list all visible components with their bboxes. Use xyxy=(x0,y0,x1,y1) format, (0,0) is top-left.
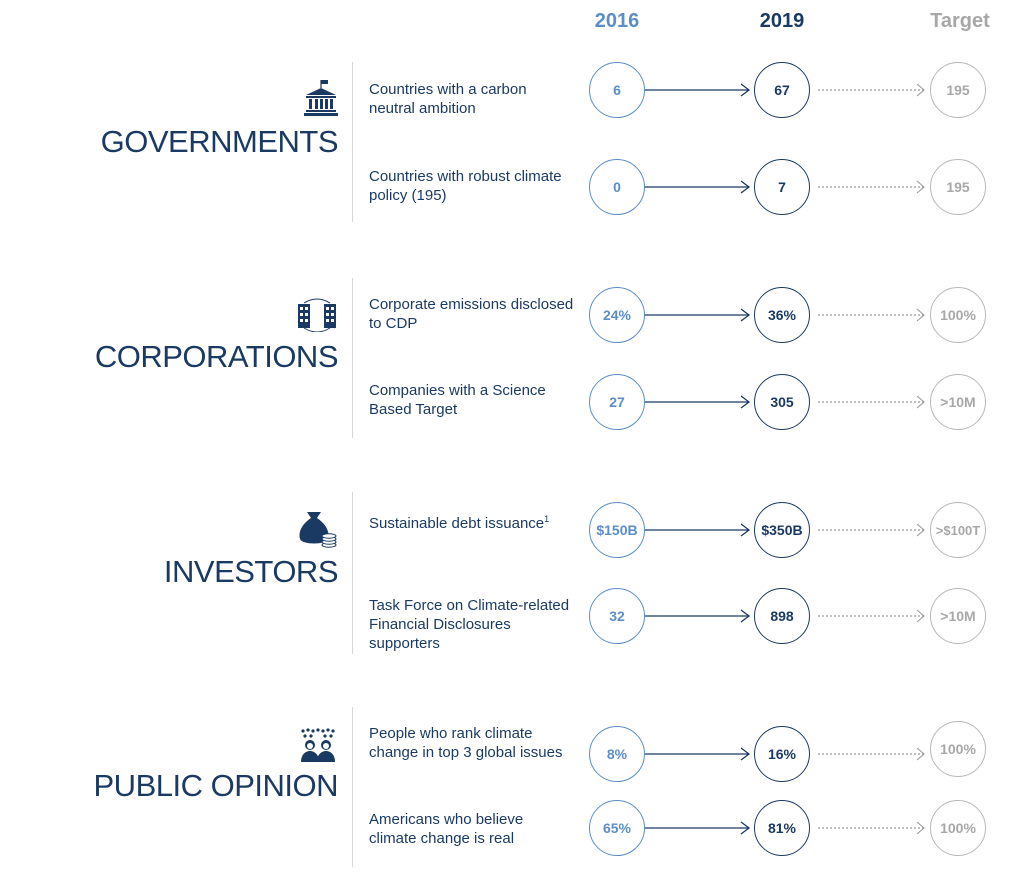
section-divider xyxy=(352,278,353,438)
dotted-arrow-icon xyxy=(818,180,925,194)
dotted-arrow-icon xyxy=(818,395,925,409)
value-2019: 67 xyxy=(754,62,810,118)
value-target: 195 xyxy=(930,159,986,215)
solid-arrow-icon xyxy=(645,523,751,537)
section-divider xyxy=(352,707,353,867)
solid-arrow-icon xyxy=(645,609,751,623)
section-title: PUBLIC OPINION xyxy=(93,768,339,803)
value-2019: 36% xyxy=(754,287,810,343)
metric-row: Task Force on Climate-related Financial … xyxy=(0,588,1024,656)
value-2019: 305 xyxy=(754,374,810,430)
dotted-arrow-icon xyxy=(818,609,925,623)
value-2016: $150B xyxy=(589,502,645,558)
value-2019: $350B xyxy=(754,502,810,558)
value-2016: 32 xyxy=(589,588,645,644)
metric-row: Countries with robust climate policy (19… xyxy=(0,159,1024,227)
value-target: 100% xyxy=(930,721,986,777)
dotted-arrow-icon xyxy=(818,747,925,761)
value-target: 100% xyxy=(930,800,986,856)
metric-label-text: Sustainable debt issuance xyxy=(369,515,545,532)
metric-label: Task Force on Climate-related Financial … xyxy=(369,597,570,652)
column-header-2016: 2016 xyxy=(594,10,640,32)
metric-label: Corporate emissions disclosed to CDP xyxy=(369,296,574,332)
column-header-target: Target xyxy=(930,10,990,32)
value-2016: 24% xyxy=(589,287,645,343)
value-2016: 6 xyxy=(589,62,645,118)
value-2016: 65% xyxy=(589,800,645,856)
value-2019: 81% xyxy=(754,800,810,856)
people-group-icon xyxy=(298,728,338,767)
footnote-marker: 1 xyxy=(544,514,550,524)
value-target: >10M xyxy=(930,588,986,644)
solid-arrow-icon xyxy=(645,395,751,409)
metric-row: Companies with a Science Based Target 27… xyxy=(0,374,1024,441)
metric-label: Countries with a carbon neutral ambition xyxy=(369,81,527,117)
value-target: 195 xyxy=(930,62,986,118)
value-target: >10M xyxy=(930,374,986,430)
metric-label: Countries with robust climate policy (19… xyxy=(369,168,562,204)
section-divider xyxy=(352,492,353,654)
solid-arrow-icon xyxy=(645,747,751,761)
metric-label: Americans who believe climate change is … xyxy=(369,811,524,847)
value-2019: 898 xyxy=(754,588,810,644)
dotted-arrow-icon xyxy=(818,821,925,835)
value-2016: 27 xyxy=(589,374,645,430)
dotted-arrow-icon xyxy=(818,523,925,537)
value-target: >$100T xyxy=(930,502,986,558)
metric-row: Sustainable debt issuance1 $150B $350B >… xyxy=(0,502,1024,570)
dotted-arrow-icon xyxy=(818,83,925,97)
value-2019: 7 xyxy=(754,159,810,215)
column-header-2019: 2019 xyxy=(759,10,805,32)
metric-row: Countries with a carbon neutral ambition… xyxy=(0,62,1024,140)
section-title: CORPORATIONS xyxy=(94,339,339,374)
metric-label: Companies with a Science Based Target xyxy=(369,382,546,418)
value-2019: 16% xyxy=(754,726,810,782)
value-2016: 8% xyxy=(589,726,645,782)
solid-arrow-icon xyxy=(645,308,751,322)
solid-arrow-icon xyxy=(645,180,751,194)
metric-row: Corporate emissions disclosed to CDP 24%… xyxy=(0,287,1024,355)
metric-row: People who rank climate change in top 3 … xyxy=(0,721,1024,784)
money-bag-coins-icon xyxy=(296,508,338,553)
value-target: 100% xyxy=(930,287,986,343)
value-2016: 0 xyxy=(589,159,645,215)
section-title: INVESTORS xyxy=(163,554,339,589)
dotted-arrow-icon xyxy=(818,308,925,322)
office-buildings-icon xyxy=(296,298,338,337)
metric-label: Sustainable debt issuance1 xyxy=(369,510,574,533)
metric-label: People who rank climate change in top 3 … xyxy=(369,725,563,761)
solid-arrow-icon xyxy=(645,821,751,835)
metric-row: Americans who believe climate change is … xyxy=(0,800,1024,870)
capitol-building-icon xyxy=(304,80,338,121)
section-title: GOVERNMENTS xyxy=(100,124,339,159)
solid-arrow-icon xyxy=(645,83,751,97)
section-divider xyxy=(352,62,353,222)
